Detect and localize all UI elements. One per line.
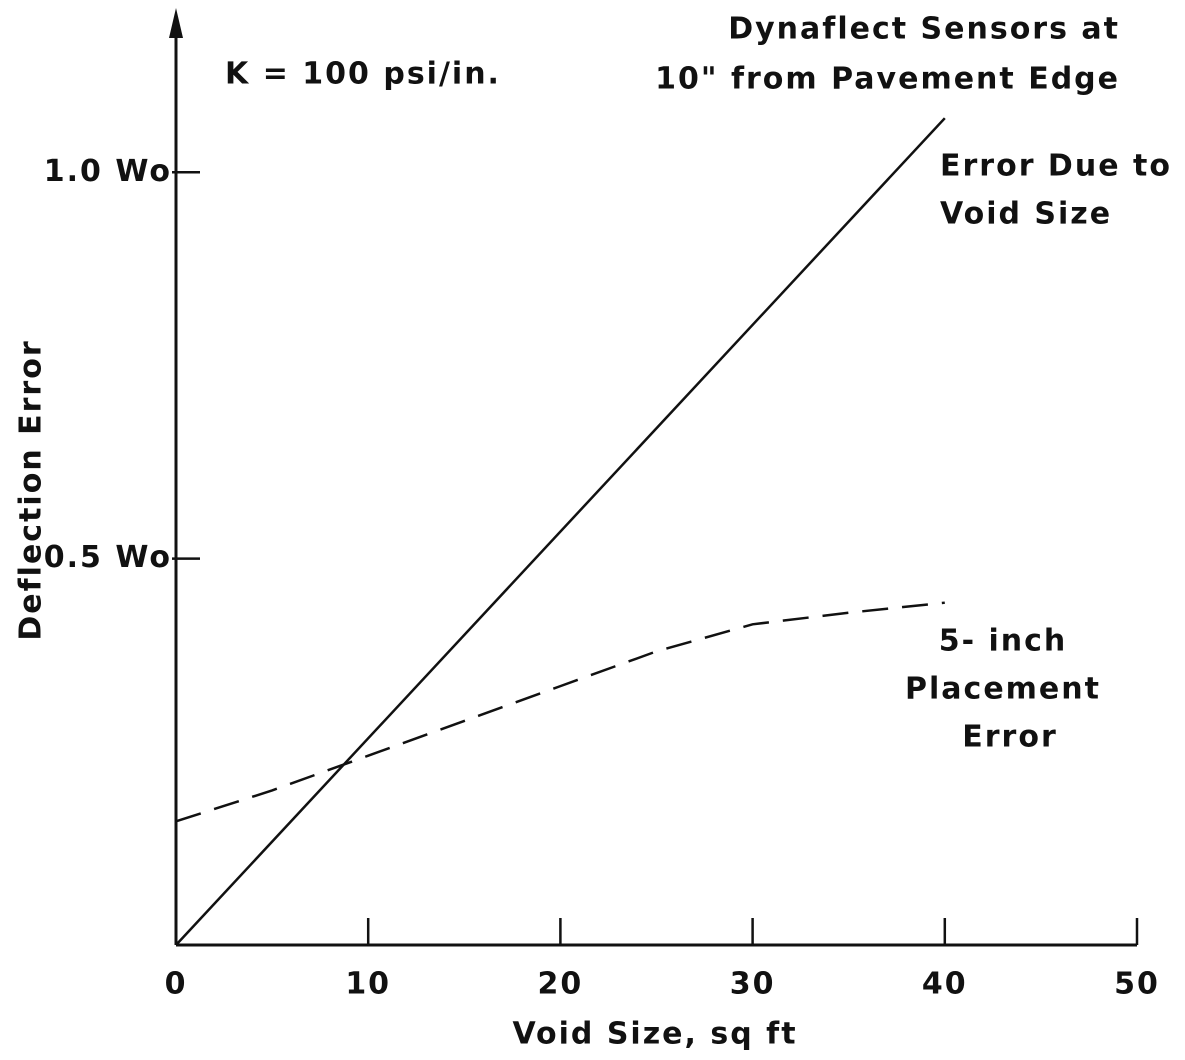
annotation: Dynaflect Sensors at bbox=[728, 12, 1120, 47]
annotation: Void Size bbox=[940, 197, 1112, 232]
x-tick-label: 50 bbox=[1114, 967, 1160, 1002]
axis-arrow bbox=[169, 8, 183, 38]
x-tick-label: 0 bbox=[165, 967, 188, 1002]
annotation: Error bbox=[962, 720, 1058, 755]
x-tick-label: 30 bbox=[730, 967, 776, 1002]
data-line bbox=[175, 117, 946, 946]
y-tick-label: 0.5 Wo bbox=[44, 540, 172, 575]
x-tick-label: 10 bbox=[345, 967, 391, 1002]
annotation: K = 100 psi/in. bbox=[225, 57, 501, 92]
data-line bbox=[175, 601, 945, 823]
annotation: Placement bbox=[905, 672, 1101, 707]
annotation: 5- inch bbox=[939, 624, 1068, 659]
x-tick-label: 40 bbox=[922, 967, 968, 1002]
y-tick-label: 1.0 Wo bbox=[44, 154, 172, 189]
x-tick-label: 20 bbox=[538, 967, 584, 1002]
annotation: Error Due to bbox=[940, 149, 1172, 184]
annotation: 10" from Pavement Edge bbox=[655, 62, 1120, 97]
x-axis-label: Void Size, sq ft bbox=[512, 1017, 797, 1052]
y-axis-label: Deflection Error bbox=[14, 339, 49, 640]
